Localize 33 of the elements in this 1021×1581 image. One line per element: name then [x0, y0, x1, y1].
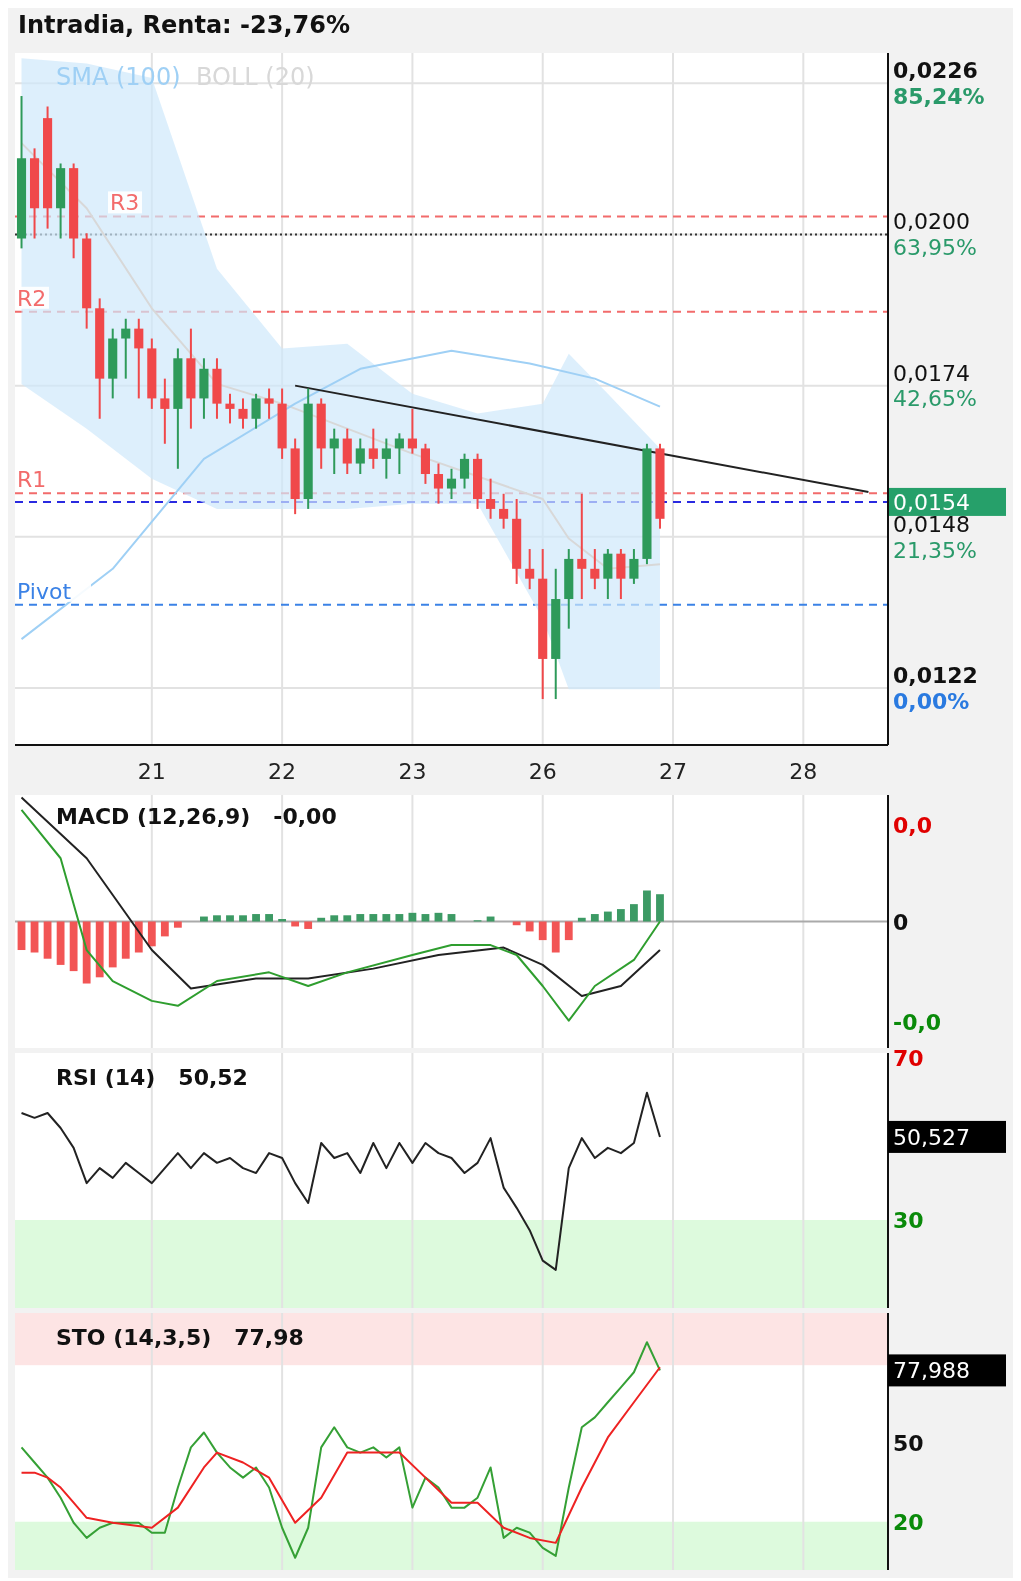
- x-tick-label: 21: [137, 759, 166, 784]
- y-tick-label: 50: [893, 1431, 924, 1457]
- chart-title: MACD (12,26,9) -0,00: [56, 804, 337, 829]
- ref-line-label: R3: [110, 190, 140, 216]
- ref-line-label: Pivot: [17, 578, 72, 604]
- text: 50,527: [893, 1124, 970, 1150]
- text: 77,988: [893, 1358, 970, 1384]
- y2-tick-label: 63,95%: [893, 235, 977, 261]
- x-tick-label: 26: [528, 759, 557, 784]
- y2-tick-label: 0,00%: [893, 689, 970, 715]
- y-tick-label: 0,0226: [893, 58, 978, 84]
- ref-line-label: R1: [17, 467, 47, 493]
- x-tick-label: 22: [268, 759, 297, 784]
- x-tick-label: 28: [789, 759, 818, 784]
- y2-tick-label: 21,35%: [893, 537, 977, 563]
- text: -0,0: [893, 1010, 942, 1035]
- y-tick-label: 0,0122: [893, 663, 978, 689]
- chart-title: Intradia, Renta: -23,76%: [18, 11, 350, 39]
- text: STO (14,3,5) 77,98: [56, 1325, 304, 1350]
- y2-tick-label: 85,24%: [893, 84, 985, 110]
- y-tick-label: 20: [893, 1509, 924, 1535]
- y-tick-label: 30: [893, 1208, 924, 1234]
- ref-line-label: 0: [893, 909, 909, 935]
- y-tick-label: 70: [893, 1045, 924, 1071]
- text: SMA (100): [56, 63, 181, 91]
- y2-tick-label: 42,65%: [893, 386, 977, 412]
- ref-line-label: R2: [17, 285, 47, 311]
- y-tick-label: 0,0200: [893, 209, 970, 235]
- text: 0,0: [893, 813, 932, 838]
- x-tick-label: 27: [659, 759, 688, 784]
- text: RSI (14) 50,52: [56, 1065, 248, 1090]
- x-tick-label: 23: [398, 759, 427, 784]
- y-tick-label: 0,0174: [893, 360, 970, 386]
